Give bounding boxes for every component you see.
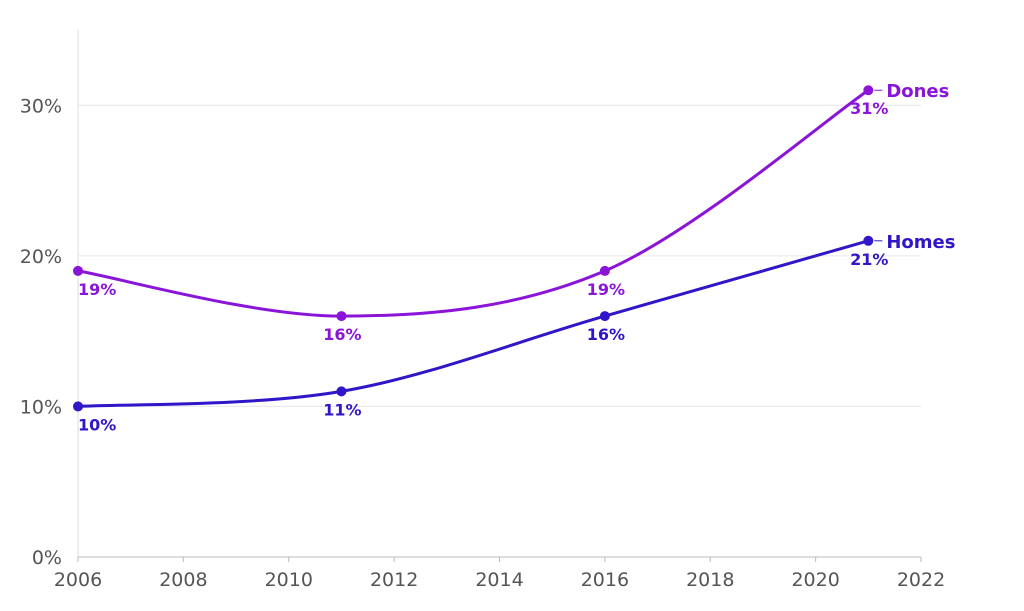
data-label-homes: 11% [323,400,361,419]
x-tick-label: 2010 [265,569,313,591]
data-point-homes [863,235,874,246]
data-point-homes [336,386,347,397]
x-tick-label: 2008 [159,569,207,591]
y-tick-label: 10% [20,396,62,418]
series-line-dones [76,88,870,318]
data-label-homes: 21% [850,250,888,269]
data-label-dones: 19% [78,280,116,299]
data-point-homes [599,311,610,322]
data-point-homes [73,401,83,412]
x-tick-label: 2016 [581,569,629,591]
data-point-dones [336,311,347,322]
series-layer [73,85,874,412]
grid-layer [78,104,921,407]
series-name-dones: Dones [886,81,949,102]
x-tick-label: 2014 [475,569,523,591]
y-tick-label: 30% [20,95,62,117]
x-tick-label: 2022 [897,569,945,591]
x-tick-label: 2006 [54,569,102,591]
x-tick-label: 2012 [370,569,418,591]
data-point-dones [599,265,610,276]
data-label-homes: 16% [587,325,625,344]
label-layer: 19% 16% 19% 31%Dones 10% 11% 16% 21%Homes [78,81,955,434]
series-line-homes [76,239,870,408]
series-name-homes: Homes [886,232,955,253]
data-label-dones: 16% [323,325,361,344]
data-label-dones: 19% [587,280,625,299]
data-point-dones [863,85,874,96]
x-tick-label: 2018 [686,569,734,591]
axis-layer: 0% 10% 20% 30% 2006 2008 2010 2012 2014 2016 2018 2… [20,30,945,591]
data-point-dones [73,265,83,276]
x-tick-label: 2020 [791,569,839,591]
data-label-dones: 31% [850,99,888,118]
y-tick-label: 0% [32,547,62,569]
y-tick-label: 20% [20,246,62,268]
data-label-homes: 10% [78,415,116,434]
